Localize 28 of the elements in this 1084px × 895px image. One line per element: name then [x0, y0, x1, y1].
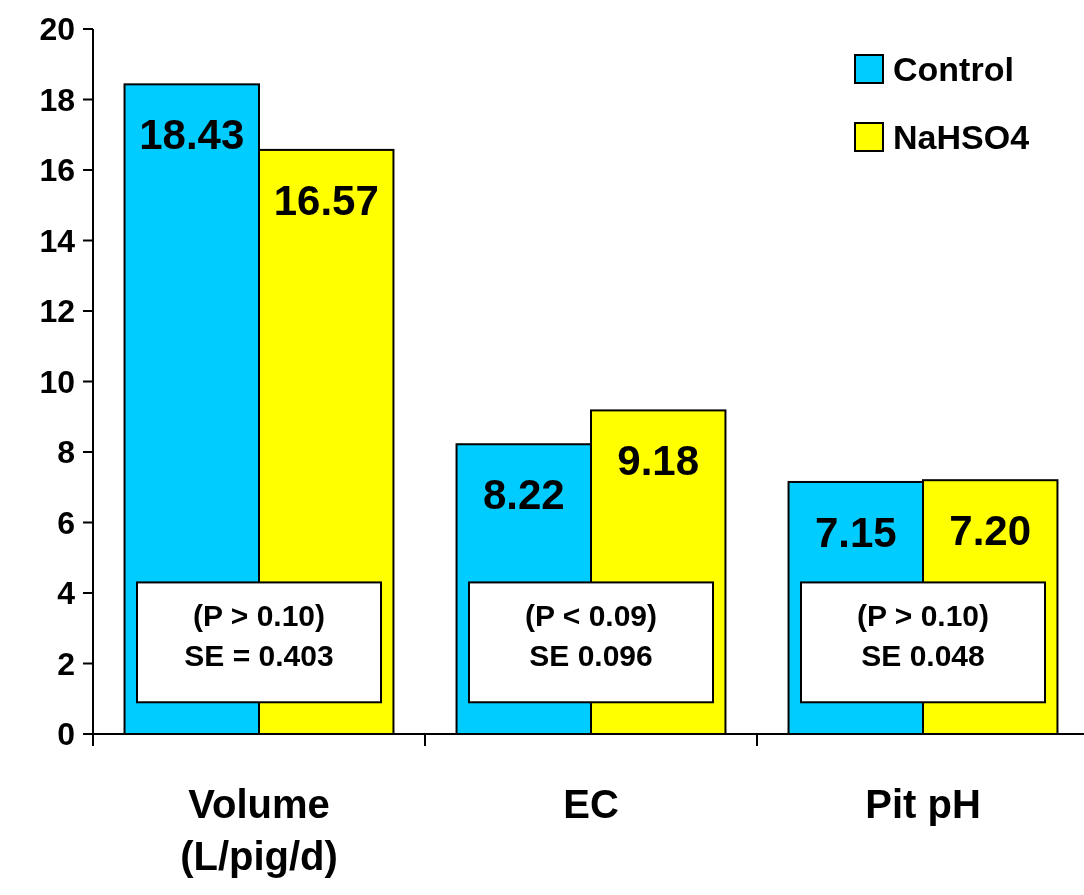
data-label: 7.20 [949, 507, 1032, 555]
data-label: 9.18 [617, 437, 700, 485]
x-tick-label: Volume (L/pig/d) [180, 782, 338, 878]
y-tick-label: 0 [57, 716, 75, 753]
note-box: (P > 0.10) SE 0.048 [800, 581, 1046, 704]
x-tick-label: Pit pH [865, 782, 981, 826]
data-label: 7.15 [814, 508, 897, 556]
y-tick-label: 20 [39, 11, 75, 48]
y-tick-label: 4 [57, 575, 76, 612]
y-tick-label: 18 [39, 81, 75, 118]
data-label: 8.22 [482, 471, 565, 519]
legend-label: Control [893, 50, 1014, 89]
data-label: 18.43 [139, 111, 245, 159]
note-box: (P > 0.10) SE = 0.403 [136, 581, 382, 704]
y-tick-label: 12 [39, 293, 75, 330]
y-tick-label: 10 [39, 363, 75, 400]
x-tick-label: EC [563, 782, 619, 826]
y-tick-label: 16 [39, 152, 75, 189]
y-tick-label: 8 [57, 434, 75, 471]
note-box: (P < 0.09) SE 0.096 [468, 581, 714, 704]
data-label: 16.57 [273, 176, 379, 224]
legend-label: NaHSO4 [893, 118, 1030, 157]
annotation: (P > 0.10) SE 0.048 [856, 599, 990, 673]
y-tick-label: 14 [39, 222, 76, 259]
annotation: (P > 0.10) SE = 0.403 [184, 599, 334, 673]
annotation: (P < 0.09) SE 0.096 [524, 599, 658, 673]
y-tick-label: 2 [57, 645, 75, 682]
y-tick-label: 6 [57, 504, 75, 541]
